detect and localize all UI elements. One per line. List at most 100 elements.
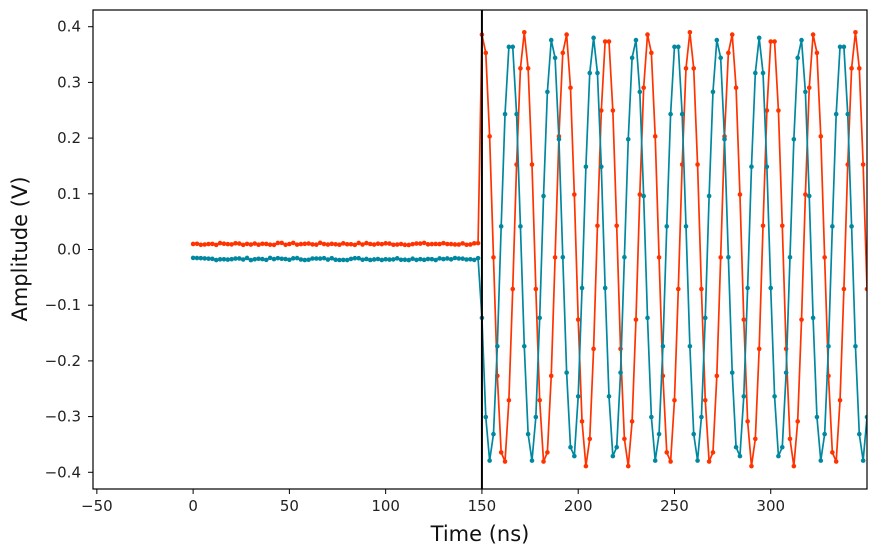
data-point <box>830 224 835 229</box>
data-point <box>695 458 700 463</box>
data-point <box>849 66 854 71</box>
data-point <box>406 257 412 263</box>
data-point <box>391 242 396 248</box>
data-point <box>483 50 489 56</box>
data-point <box>699 286 704 292</box>
data-point <box>244 241 250 247</box>
data-point <box>537 397 542 403</box>
data-point <box>714 373 720 379</box>
data-point <box>448 241 454 247</box>
data-point <box>252 241 258 246</box>
data-point <box>221 241 227 247</box>
data-point <box>213 242 219 248</box>
data-point <box>710 450 716 455</box>
data-point <box>664 450 670 455</box>
data-point <box>729 370 735 375</box>
data-point <box>637 192 643 197</box>
data-point <box>687 29 693 35</box>
data-point <box>652 134 658 139</box>
data-point <box>271 242 277 248</box>
data-point <box>799 37 804 43</box>
data-point <box>290 256 296 261</box>
x-tick-label: −50 <box>81 497 113 515</box>
data-point <box>518 66 523 71</box>
data-point <box>506 44 512 50</box>
data-point <box>833 459 839 464</box>
data-point <box>853 29 858 35</box>
data-point <box>749 164 754 170</box>
data-point <box>764 164 770 170</box>
data-point <box>595 70 600 76</box>
data-point <box>410 241 415 247</box>
data-point <box>525 431 531 437</box>
data-point <box>537 315 542 321</box>
data-point <box>425 242 431 247</box>
data-point <box>306 241 311 246</box>
x-tick-label: 0 <box>188 497 198 515</box>
data-point <box>402 242 408 248</box>
data-point <box>364 240 369 246</box>
data-point <box>414 241 419 246</box>
data-point <box>398 257 404 263</box>
x-tick-label: 100 <box>371 497 400 515</box>
data-point <box>614 444 619 450</box>
data-point <box>718 255 723 260</box>
data-point <box>849 224 854 229</box>
data-point <box>487 134 492 139</box>
data-point <box>699 414 704 420</box>
data-point <box>371 242 377 247</box>
x-tick-label: 50 <box>280 497 299 515</box>
data-point <box>729 32 735 37</box>
y-tick-label: 0.4 <box>57 18 81 36</box>
data-point <box>568 444 573 450</box>
data-point <box>618 370 623 375</box>
data-point <box>263 241 269 247</box>
data-point <box>475 240 481 246</box>
data-point <box>572 192 577 197</box>
data-point <box>394 242 400 247</box>
data-point <box>645 32 650 37</box>
data-point <box>691 431 697 437</box>
data-point <box>352 242 358 248</box>
data-point <box>287 241 292 247</box>
data-point <box>579 285 585 291</box>
data-point <box>764 108 770 113</box>
data-point <box>352 255 358 261</box>
data-point <box>433 257 439 263</box>
data-point <box>625 463 631 469</box>
data-point <box>602 39 608 44</box>
data-point <box>190 241 196 247</box>
data-point <box>437 256 442 261</box>
data-point <box>541 193 546 199</box>
data-point <box>379 257 385 263</box>
data-point <box>818 458 824 463</box>
data-point <box>452 242 458 247</box>
data-point <box>468 242 473 247</box>
data-point <box>495 343 500 349</box>
data-point <box>533 286 539 292</box>
y-tick-label: −0.3 <box>45 408 81 426</box>
data-point <box>460 241 465 246</box>
data-point <box>502 111 508 117</box>
data-point <box>468 256 473 262</box>
data-point <box>498 224 504 229</box>
data-point <box>672 397 677 403</box>
data-point <box>625 136 631 142</box>
data-point <box>579 419 585 424</box>
data-point <box>375 241 381 246</box>
data-point <box>706 193 712 199</box>
data-point <box>822 255 827 260</box>
data-point <box>525 66 531 71</box>
data-point <box>733 85 739 91</box>
data-point <box>599 164 604 170</box>
data-point <box>810 32 816 37</box>
data-point <box>637 89 643 95</box>
series-1 <box>190 29 867 469</box>
data-point <box>210 256 215 262</box>
data-point <box>545 89 550 95</box>
data-point <box>279 240 284 246</box>
data-point <box>756 346 762 352</box>
data-point <box>860 458 866 463</box>
data-point <box>294 255 300 261</box>
data-point <box>803 192 808 197</box>
